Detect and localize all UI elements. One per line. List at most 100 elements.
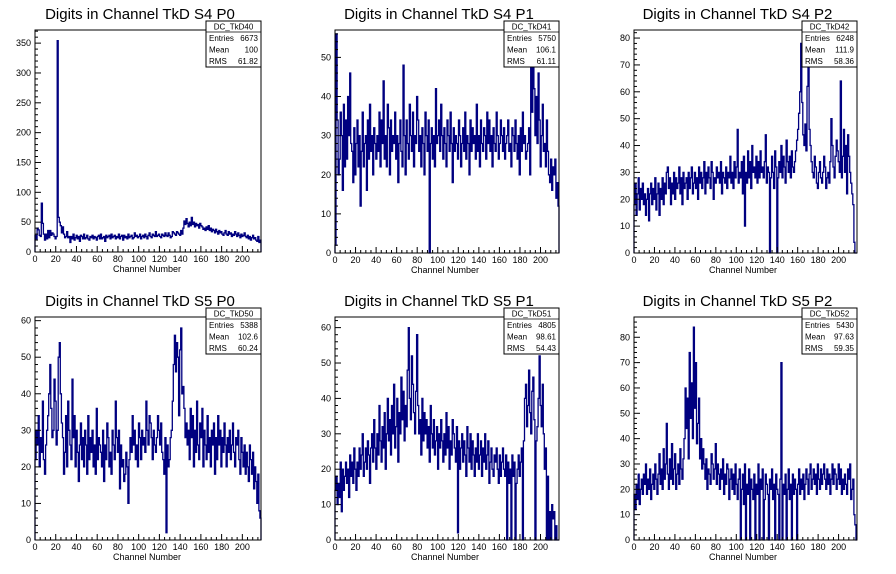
- y-tick-label: 50: [321, 52, 331, 62]
- x-tick-label: 0: [32, 542, 37, 552]
- x-tick-label: 160: [790, 542, 805, 552]
- x-tick-label: 120: [451, 542, 466, 552]
- x-tick-label: 100: [729, 255, 744, 265]
- stats-value-entries: 4805: [538, 321, 556, 330]
- x-axis-label: Channel Number: [709, 265, 777, 275]
- stats-label-rms: RMS: [805, 57, 823, 66]
- y-tick-label: 30: [620, 167, 630, 177]
- x-tick-label: 40: [670, 255, 680, 265]
- x-tick-label: 140: [471, 255, 486, 265]
- stats-value-mean: 102.6: [238, 333, 259, 342]
- x-tick-label: 200: [533, 542, 548, 552]
- stats-label-rms: RMS: [209, 344, 227, 353]
- x-tick-label: 80: [711, 542, 721, 552]
- x-axis-label: Channel Number: [411, 552, 479, 562]
- x-tick-label: 180: [512, 542, 527, 552]
- y-tick-label: 150: [16, 157, 31, 167]
- x-tick-label: 0: [32, 254, 37, 264]
- stats-histogram-name: DC_TkD40: [214, 23, 254, 32]
- y-tick-label: 70: [620, 60, 630, 70]
- stats-label-mean: Mean: [209, 333, 229, 342]
- x-tick-label: 180: [811, 542, 826, 552]
- histogram-panel-1: Digits in Channel TkD S4 P0 0 20 40 60 80 100 1…: [16, 6, 262, 274]
- x-tick-label: 60: [392, 255, 402, 265]
- x-tick-label: 100: [131, 254, 146, 264]
- stats-value-entries: 5388: [240, 321, 258, 330]
- stats-value-rms: 58.36: [834, 57, 855, 66]
- y-tick-label: 40: [321, 92, 331, 102]
- stats-value-rms: 60.24: [238, 344, 259, 353]
- y-tick-label: 50: [620, 408, 630, 418]
- stats-label-mean: Mean: [507, 333, 527, 342]
- stats-box: DC_TkD41 Entries 5750 Mean 106.1 RMS 61.11: [503, 20, 560, 68]
- y-tick-label: 40: [321, 393, 331, 403]
- y-tick-label: 50: [21, 217, 31, 227]
- y-tick-label: 50: [21, 352, 31, 362]
- x-tick-label: 0: [332, 542, 337, 552]
- stats-label-rms: RMS: [209, 57, 227, 66]
- x-tick-label: 180: [214, 542, 229, 552]
- stats-label-mean: Mean: [209, 46, 229, 55]
- chart-title: Digits in Channel TkD S5 P1: [344, 293, 534, 310]
- x-tick-label: 200: [235, 542, 250, 552]
- stats-value-entries: 6248: [836, 34, 854, 43]
- y-tick-label: 60: [21, 316, 31, 326]
- y-tick-label: 80: [620, 33, 630, 43]
- histogram-panel-3: Digits in Channel TkD S4 P20 20 40 60 80 100 1…: [620, 6, 858, 275]
- x-tick-label: 80: [412, 255, 422, 265]
- stats-box: DC_TkD51 Entries 4805 Mean 98.61 RMS 54.43: [503, 307, 560, 355]
- x-tick-label: 140: [770, 542, 785, 552]
- y-tick-label: 10: [321, 209, 331, 219]
- stats-value-mean: 111.9: [835, 46, 854, 55]
- stats-value-mean: 98.61: [536, 333, 557, 342]
- histogram-panel-5: Digits in Channel TkD S5 P10 20 40 60 80 100 1…: [321, 293, 560, 562]
- y-tick-label: 30: [620, 459, 630, 469]
- plot-frame: [34, 29, 262, 253]
- stats-value-mean: 100: [245, 46, 259, 55]
- x-tick-label: 20: [351, 255, 361, 265]
- x-axis-label: Channel Number: [709, 552, 777, 562]
- x-tick-label: 200: [831, 542, 846, 552]
- y-tick-label: 200: [16, 128, 31, 138]
- stats-box-frame: [801, 20, 858, 68]
- y-tick-label: 40: [620, 434, 630, 444]
- x-tick-label: 140: [471, 542, 486, 552]
- stats-label-entries: Entries: [507, 321, 532, 330]
- stats-label-mean: Mean: [507, 46, 527, 55]
- histogram-panel-6: Digits in Channel TkD S5 P20 20 40 60 80 100 1…: [620, 293, 858, 562]
- x-tick-label: 140: [770, 255, 785, 265]
- x-tick-label: 80: [711, 255, 721, 265]
- chart-title: Digits in Channel TkD S4 P2: [643, 6, 833, 23]
- y-tick-label: 60: [620, 383, 630, 393]
- x-tick-label: 200: [831, 255, 846, 265]
- stats-box-frame: [503, 20, 560, 68]
- stats-label-entries: Entries: [805, 34, 830, 43]
- y-tick-label: 80: [620, 332, 630, 342]
- stats-box: DC_TkD52 Entries 5430 Mean 97.63 RMS 59.35: [801, 307, 858, 355]
- stats-histogram-name: DC_TkD51: [512, 310, 552, 319]
- x-tick-label: 40: [71, 542, 81, 552]
- x-tick-label: 120: [749, 255, 764, 265]
- stats-box-frame: [503, 307, 560, 355]
- stats-label-mean: Mean: [805, 46, 825, 55]
- y-tick-label: 40: [620, 141, 630, 151]
- x-tick-label: 60: [92, 542, 102, 552]
- y-tick-label: 300: [16, 68, 31, 78]
- y-tick-label: 0: [326, 535, 331, 545]
- y-tick-label: 10: [620, 510, 630, 520]
- y-tick-label: 40: [21, 389, 31, 399]
- stats-box-frame: [801, 307, 858, 355]
- x-tick-label: 0: [631, 255, 636, 265]
- x-tick-label: 100: [131, 542, 146, 552]
- stats-label-rms: RMS: [507, 57, 525, 66]
- stats-label-entries: Entries: [209, 321, 234, 330]
- x-tick-label: 20: [351, 542, 361, 552]
- stats-histogram-name: DC_TkD41: [512, 23, 552, 32]
- x-tick-label: 140: [173, 542, 188, 552]
- x-tick-label: 60: [690, 255, 700, 265]
- y-tick-label: 20: [321, 464, 331, 474]
- y-tick-label: 60: [620, 87, 630, 97]
- chart-title: Digits in Channel TkD S4 P0: [45, 6, 235, 23]
- x-tick-label: 20: [51, 254, 61, 264]
- stats-label-mean: Mean: [805, 333, 825, 342]
